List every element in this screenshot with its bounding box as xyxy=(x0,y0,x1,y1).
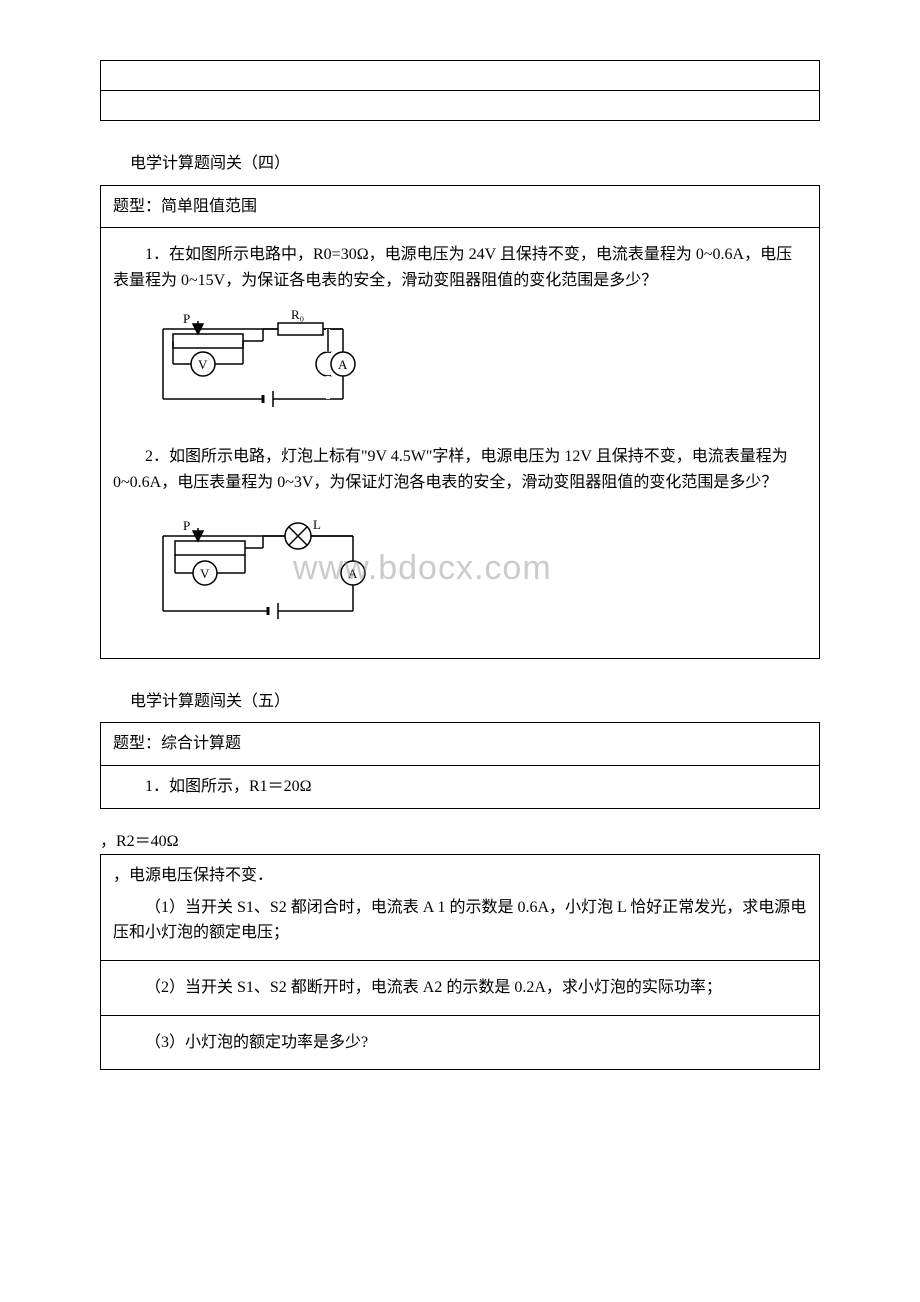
section4-subtitle: 题型：简单阻值范围 xyxy=(101,185,820,228)
circuit1-label-R0: R₀ xyxy=(291,309,304,322)
circuit2-wrap: www.bdocx.com P xyxy=(143,511,807,640)
top-empty-table xyxy=(100,60,820,121)
section5-q1-line1: 1．如图所示，R1＝20Ω xyxy=(113,774,807,800)
section5-cont-cell1: ，电源电压保持不变． （1）当开关 S1、S2 都闭合时，电流表 A 1 的示数… xyxy=(101,855,820,961)
section5-q1-p2: （2）当开关 S1、S2 都断开时，电流表 A2 的示数是 0.2A，求小灯泡的… xyxy=(113,969,807,1007)
circuit1-wrap: P R₀ xyxy=(143,309,807,428)
section5-heading: 电学计算题闯关（五） xyxy=(100,679,820,723)
circuit1-label-V: V xyxy=(198,357,208,372)
empty-cell-2 xyxy=(101,91,820,121)
section5-subtitle: 题型：综合计算题 xyxy=(101,723,820,766)
section5-q1-p3: （3）小灯泡的额定功率是多少? xyxy=(113,1024,807,1062)
section5-table-cont: ，电源电压保持不变． （1）当开关 S1、S2 都闭合时，电流表 A 1 的示数… xyxy=(100,854,820,1070)
section5-table: 题型：综合计算题 1．如图所示，R1＝20Ω xyxy=(100,722,820,808)
section4-q1: 1．在如图所示电路中，R0=30Ω，电源电压为 24V 且保持不变，电流表量程为… xyxy=(113,236,807,299)
empty-cell-1 xyxy=(101,61,820,91)
section5-cont-cell2: （2）当开关 S1、S2 都断开时，电流表 A2 的示数是 0.2A，求小灯泡的… xyxy=(101,960,820,1015)
section5-q1-line1-cell: 1．如图所示，R1＝20Ω xyxy=(101,765,820,808)
section5-q1-p1: （1）当开关 S1、S2 都闭合时，电流表 A 1 的示数是 0.6A，小灯泡 … xyxy=(113,889,807,952)
section4-content: 1．在如图所示电路中，R0=30Ω，电源电压为 24V 且保持不变，电流表量程为… xyxy=(101,228,820,659)
circuit2-label-V: V xyxy=(200,566,210,581)
circuit2-label-A: A xyxy=(348,566,358,581)
section5-q1-line2: ，R2＝40Ω xyxy=(100,829,820,855)
circuit1-label-A: A xyxy=(338,357,348,372)
circuit1-svg: P R₀ xyxy=(143,309,363,419)
circuit1-label-P: P xyxy=(183,311,190,326)
section5-cont-cell3: （3）小灯泡的额定功率是多少? xyxy=(101,1015,820,1070)
circuit2-svg: P L V xyxy=(143,511,373,631)
section4-table: 题型：简单阻值范围 1．在如图所示电路中，R0=30Ω，电源电压为 24V 且保… xyxy=(100,185,820,659)
section4-heading: 电学计算题闯关（四） xyxy=(100,141,820,185)
circuit2-label-P: P xyxy=(183,518,190,533)
section4-q2: 2．如图所示电路，灯泡上标有"9V 4.5W"字样，电源电压为 12V 且保持不… xyxy=(113,438,807,501)
circuit2-label-L: L xyxy=(313,517,321,532)
section5-q1-line3: ，电源电压保持不变． xyxy=(113,863,807,889)
